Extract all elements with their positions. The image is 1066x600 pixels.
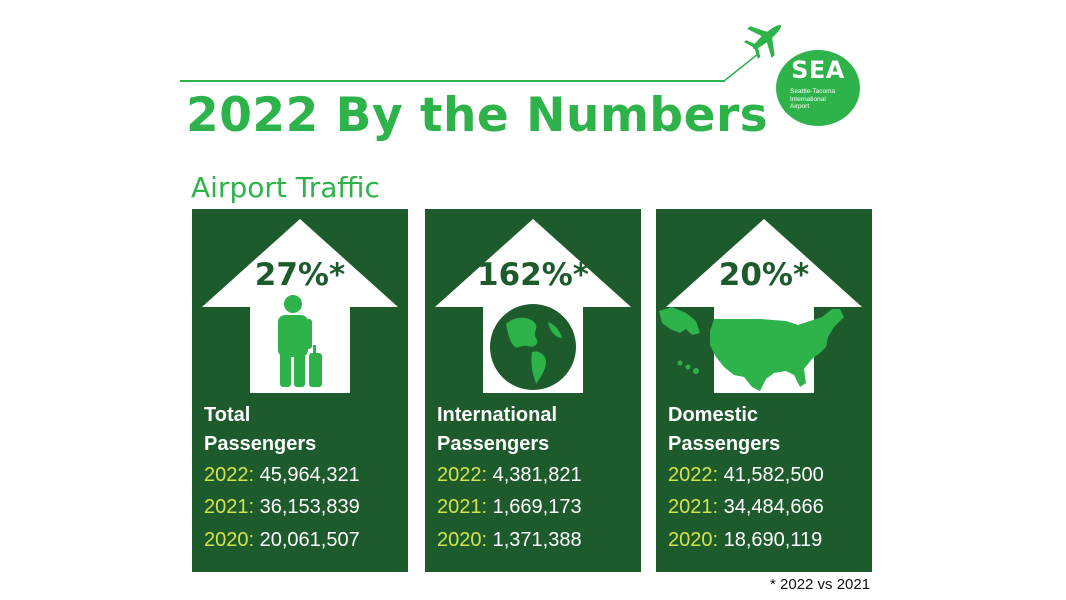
traveler-with-luggage-icon — [278, 295, 322, 387]
stat-row-2021: 2021: 36,153,839 — [204, 496, 360, 518]
card-label: International — [437, 404, 558, 426]
logo-text: SEA — [791, 56, 845, 84]
percent-change: 162%* — [477, 257, 589, 293]
usa-map-icon — [659, 307, 844, 391]
card-label: Domestic — [668, 404, 759, 426]
logo-subtext: Seattle-Tacoma International Airport — [790, 88, 836, 110]
footnote: * 2022 vs 2021 — [770, 576, 871, 593]
globe-icon — [490, 304, 576, 390]
stat-row-2022: 2022: 4,381,821 — [437, 464, 582, 486]
stat-row-2020: 2020: 1,371,388 — [437, 529, 582, 551]
stat-row-2021: 2021: 1,669,173 — [437, 496, 582, 518]
stat-row-2020: 2020: 18,690,119 — [668, 529, 823, 551]
stat-row-2022: 2022: 45,964,321 — [204, 464, 360, 486]
percent-change: 27%* — [254, 257, 346, 293]
stat-row-2022: 2022: 41,582,500 — [668, 464, 824, 486]
stat-card-domestic: 20%* Domestic Passengers 2022: 41,582,50… — [656, 209, 872, 572]
card-label: Passengers — [204, 433, 317, 455]
page-title: 2022 By the Numbers — [186, 88, 769, 143]
stat-card-international: 162%* International Passengers 2022: 4,3… — [425, 209, 641, 572]
header-rule — [180, 80, 725, 82]
percent-change: 20%* — [718, 257, 810, 293]
card-label: Passengers — [437, 433, 550, 455]
section-title: Airport Traffic — [191, 171, 380, 204]
stat-card-total: 27%* Total Passengers 2022: 45,964,321 2… — [192, 209, 408, 572]
stat-row-2021: 2021: 34,484,666 — [668, 496, 824, 518]
flight-trail-line — [723, 53, 759, 82]
stat-row-2020: 2020: 20,061,507 — [204, 529, 360, 551]
card-label: Total — [204, 404, 251, 426]
card-label: Passengers — [668, 433, 781, 455]
airplane-icon — [744, 25, 782, 59]
sea-airport-logo: SEA Seattle-Tacoma International Airport — [776, 50, 860, 126]
